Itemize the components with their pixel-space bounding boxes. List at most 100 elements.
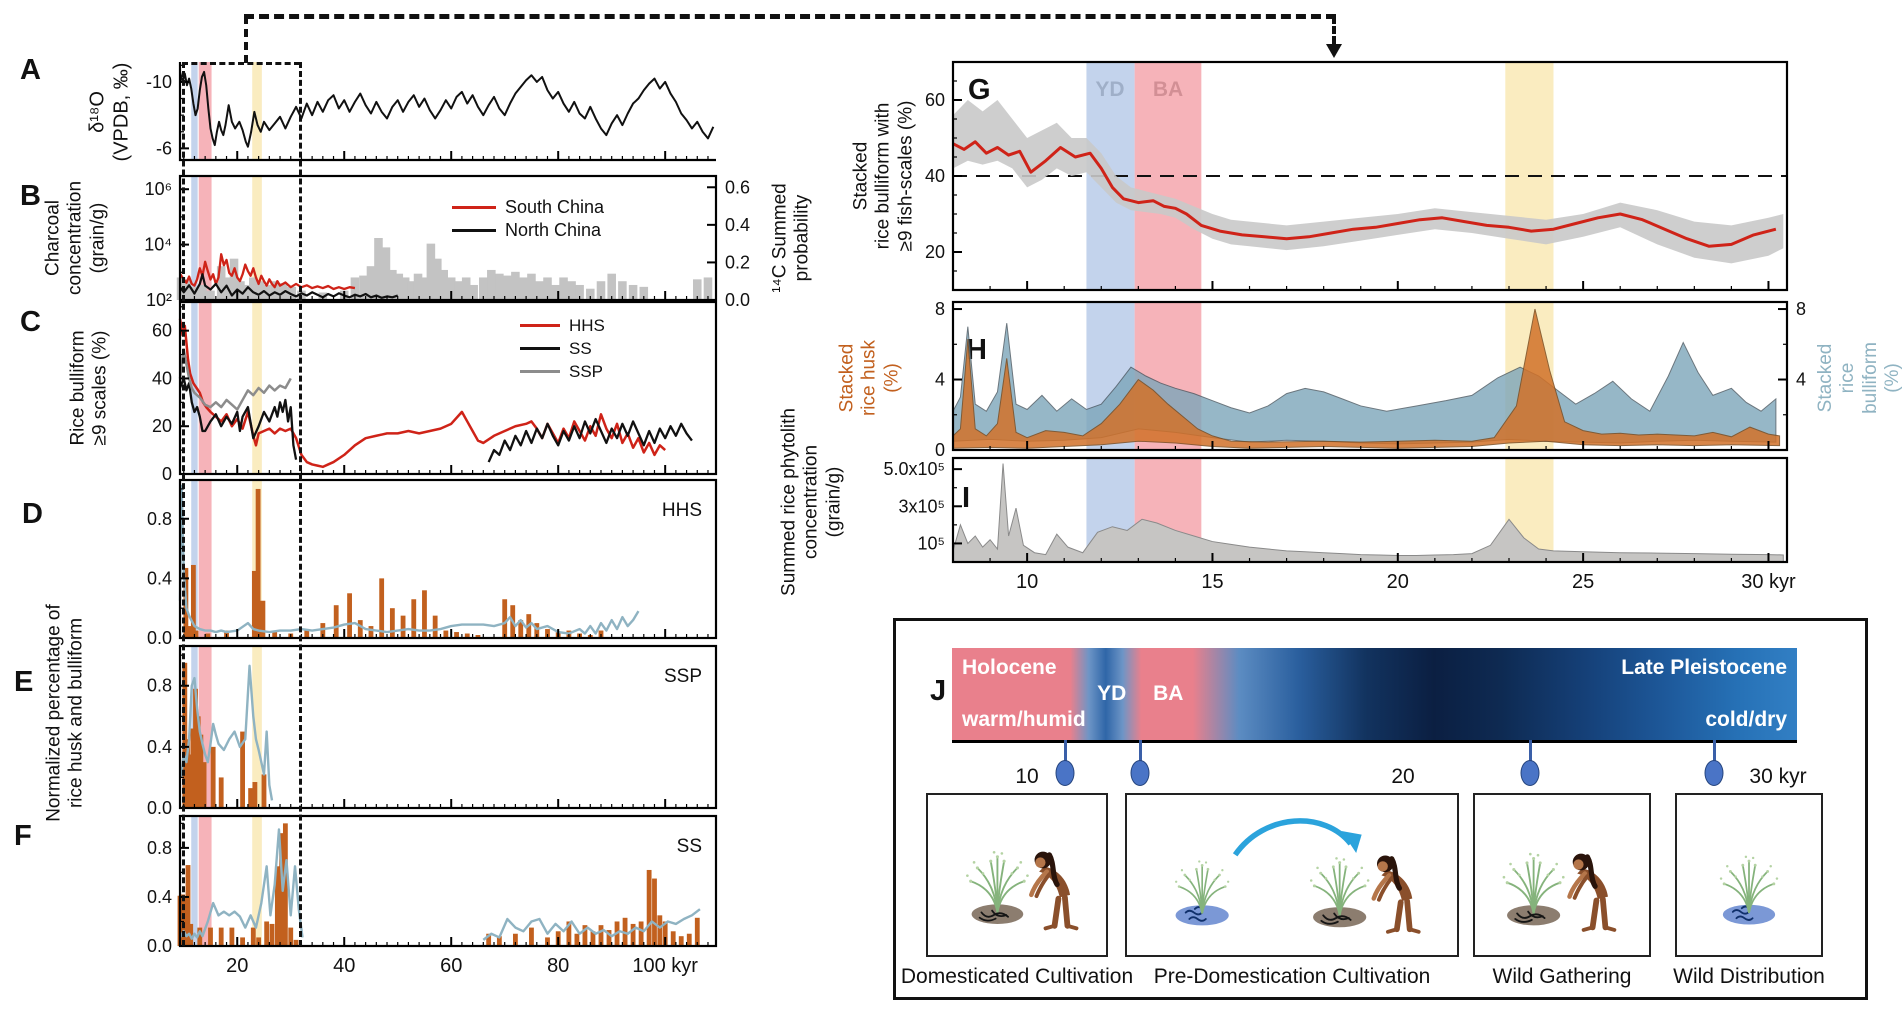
svg-text:0: 0	[162, 464, 172, 484]
svg-text:30 kyr: 30 kyr	[1741, 571, 1796, 593]
pre-domestication-cultivation-icon	[1174, 818, 1457, 955]
legend-item-ssp: SSP	[520, 360, 605, 383]
legend-panel-b: South China North China	[452, 196, 604, 242]
timeline-ba-label: BA	[1153, 682, 1184, 705]
panel-e-series-label: SSP	[663, 666, 702, 687]
svg-text:40: 40	[925, 166, 945, 186]
panel-e-plot: 0.8 0.4 0.0	[147, 644, 718, 818]
panel-b-plot: 10⁶ 10⁴ 10² 0.6 0.4 0.2 0.0	[144, 174, 750, 310]
hhs-line-icon	[520, 324, 560, 327]
site-pin-icon	[1130, 760, 1150, 786]
svg-text:0.0: 0.0	[147, 628, 172, 648]
connector-arrow-icon	[1326, 44, 1342, 58]
timeline-holocene-label: Holocene	[962, 656, 1057, 679]
wild-distribution-icon	[1718, 854, 1780, 926]
panel-d-letter: D	[22, 498, 43, 530]
zoom-box-right	[299, 62, 302, 946]
caption-pre-domestication-cultivation: Pre-Domestication Cultivation	[1153, 965, 1431, 988]
ssp-line-icon	[520, 370, 560, 373]
legend-label: HHS	[569, 315, 605, 335]
axis-title-d18o: δ¹⁸O (VPDB, ‰)	[86, 62, 132, 162]
connector-left-leg	[244, 16, 248, 63]
site-pin-stem	[1139, 740, 1142, 762]
connector-dashed-line	[244, 14, 1336, 19]
north-china-line-icon	[452, 229, 496, 232]
site-pin-stem	[1529, 740, 1532, 762]
panel-f-series-label: SS	[676, 836, 702, 857]
panel-a-letter: A	[20, 54, 41, 86]
axis-title-rice-bulliform: Rice bulliform ≥9 scales (%)	[67, 330, 111, 446]
illustration-wild-distribution	[1675, 793, 1823, 957]
svg-text:4: 4	[1796, 370, 1806, 390]
panel-a-plot: -10 -6	[146, 62, 716, 162]
svg-text:20: 20	[925, 242, 945, 262]
legend-item-south-china: South China	[452, 196, 604, 219]
zoom-box-left	[182, 62, 185, 946]
legend-item-north-china: North China	[452, 219, 604, 242]
caption-wild-distribution: Wild Distribution	[1673, 965, 1825, 988]
panel-c-plot: 60 40 20 0	[152, 300, 718, 484]
svg-text:60: 60	[152, 321, 172, 341]
site-pin-icon	[1704, 760, 1724, 786]
svg-text:10⁶: 10⁶	[145, 179, 172, 199]
illustration-wild-gathering	[1473, 793, 1651, 957]
timeline-holocene-climate: warm/humid	[962, 708, 1086, 731]
panel-d-plot: 0.8 0.4 0.0	[147, 478, 718, 648]
svg-text:40: 40	[333, 955, 355, 977]
axis-title-stacked-bulliform-g: Stacked rice bulliform with ≥9 fish-scal…	[850, 100, 917, 252]
svg-text:0: 0	[935, 440, 945, 460]
panel-i-plot: 10 15 20 25 30 kyr 5.0x10⁵ 3x10⁵ 10⁵	[883, 456, 1796, 593]
svg-text:-10: -10	[146, 72, 172, 92]
caption-domesticated-cultivation: Domesticated Cultivation	[900, 965, 1134, 988]
svg-text:8: 8	[1796, 299, 1806, 319]
svg-text:5.0x10⁵: 5.0x10⁵	[883, 459, 945, 479]
timeline-tick-10: 10	[1015, 765, 1039, 788]
svg-text:0.8: 0.8	[147, 838, 172, 858]
svg-text:20: 20	[1387, 571, 1409, 593]
svg-text:60: 60	[440, 955, 462, 977]
svg-text:4: 4	[935, 370, 945, 390]
legend-item-hhs: HHS	[520, 314, 605, 337]
svg-text:20: 20	[152, 416, 172, 436]
panel-j-box: J Holocene warm/humid YD BA Late Pleisto…	[893, 618, 1868, 1000]
site-pin-icon	[1055, 760, 1075, 786]
site-pin-stem	[1713, 740, 1716, 762]
legend-label: South China	[505, 197, 605, 217]
svg-text:-6: -6	[156, 138, 172, 158]
svg-text:40: 40	[152, 368, 172, 388]
domesticated-cultivation-icon	[965, 795, 1106, 955]
panel-d-series-label: HHS	[661, 500, 702, 521]
panel-e-letter: E	[14, 666, 34, 698]
svg-text:0.6: 0.6	[725, 177, 750, 197]
timeline-tick-20: 20	[1391, 765, 1415, 788]
south-china-line-icon	[452, 206, 496, 209]
axis-title-14c-probability: ¹⁴C Summed probability	[769, 183, 813, 293]
panel-f-letter: F	[14, 820, 32, 852]
svg-text:0.2: 0.2	[725, 252, 750, 272]
svg-text:80: 80	[547, 955, 569, 977]
svg-text:0.4: 0.4	[725, 215, 750, 235]
site-pin-icon	[1520, 760, 1540, 786]
svg-text:10²: 10²	[146, 290, 172, 310]
svg-text:8: 8	[935, 299, 945, 319]
ss-line-icon	[520, 347, 560, 350]
illustration-pre-domestication-cultivation	[1125, 793, 1459, 957]
caption-wild-gathering: Wild Gathering	[1492, 965, 1632, 988]
zoom-box-top	[182, 62, 300, 65]
svg-text:0.0: 0.0	[147, 936, 172, 956]
wild-gathering-icon	[1501, 795, 1649, 955]
transplant-arrowhead-icon	[1341, 831, 1362, 853]
svg-text:20: 20	[226, 955, 248, 977]
svg-text:60: 60	[925, 90, 945, 110]
svg-text:0.0: 0.0	[725, 290, 750, 310]
legend-item-ss: SS	[520, 337, 605, 360]
axis-title-phytolith-concentration: Summed rice phytolith concentration (gra…	[778, 408, 845, 596]
svg-text:0.0: 0.0	[147, 798, 172, 818]
svg-text:10⁴: 10⁴	[144, 235, 172, 255]
legend-label: SS	[569, 338, 592, 358]
svg-text:10: 10	[1016, 571, 1038, 593]
svg-text:3x10⁵: 3x10⁵	[899, 496, 946, 516]
svg-text:25: 25	[1572, 571, 1594, 593]
timeline-tick-30: 30 kyr	[1749, 765, 1807, 788]
site-pin-stem	[1064, 740, 1067, 762]
